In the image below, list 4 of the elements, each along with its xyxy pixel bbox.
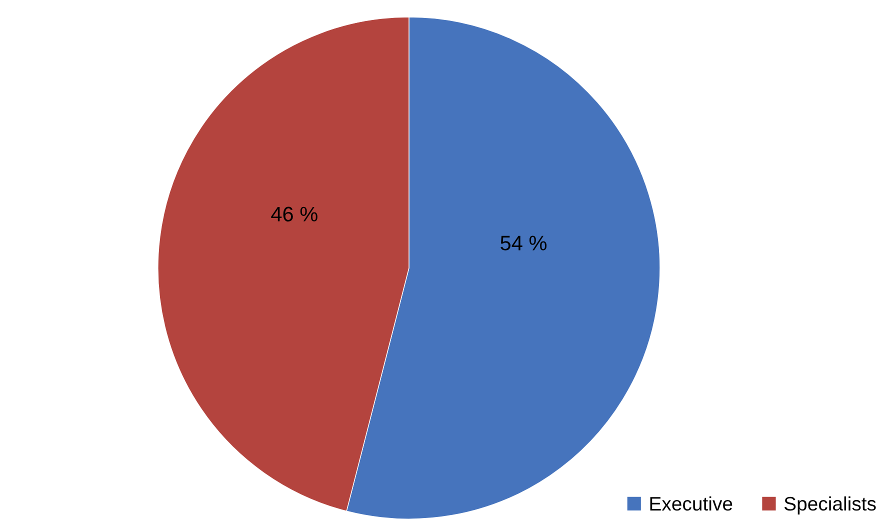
data-label: 54 % bbox=[500, 236, 547, 250]
legend-label: Executive bbox=[650, 496, 732, 511]
legend-label: Specialists bbox=[784, 496, 876, 514]
data-label: 46 % bbox=[271, 206, 318, 222]
